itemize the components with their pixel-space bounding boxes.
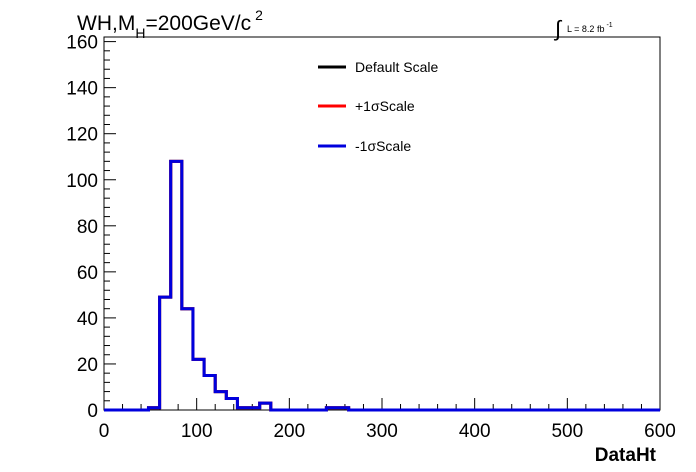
x-tick-label: 300 <box>366 421 398 442</box>
series-line-0 <box>104 159 660 412</box>
series-line-2 <box>104 159 660 412</box>
series-line-1 <box>104 159 660 412</box>
integral-sign: ∫ <box>553 16 563 41</box>
x-axis-title: DataHt <box>595 445 657 466</box>
title-subscript: H <box>135 25 145 41</box>
x-tick-label: 500 <box>551 421 583 442</box>
axes: 0 100 200 300 400 500 600 0 20 40 60 80 100 120 140 160 <box>66 33 676 442</box>
chart-title: WH,MH=200GeV/c 2 <box>77 7 263 41</box>
title-superscript: 2 <box>255 7 263 23</box>
luminosity-superscript: -1 <box>606 22 612 29</box>
x-tick-label: 100 <box>181 421 213 442</box>
series-layer <box>104 159 660 412</box>
x-tick-label: 0 <box>99 421 110 442</box>
luminosity-text: L = 8.2 fb -1 <box>567 22 613 34</box>
x-tick-label: 200 <box>273 421 305 442</box>
y-tick-label: 40 <box>77 309 98 330</box>
y-tick-label: 80 <box>77 217 98 238</box>
plot-frame <box>103 36 661 411</box>
title-main: WH,M <box>77 12 135 35</box>
legend-label-minus: -1σScale <box>355 138 411 154</box>
y-tick-label: 120 <box>66 125 98 146</box>
y-tick-label: 20 <box>77 355 98 376</box>
x-tick-label: 600 <box>644 421 676 442</box>
luminosity-label: ∫ L = 8.2 fb -1 <box>553 16 613 41</box>
y-tick-label: 100 <box>66 171 98 192</box>
legend-label-plus: +1σScale <box>355 98 415 114</box>
title-after: =200GeV/c <box>145 12 251 35</box>
y-tick-label: 140 <box>66 79 98 100</box>
luminosity-main: L = 8.2 fb <box>567 24 604 34</box>
legend-label-default: Default Scale <box>355 59 438 75</box>
x-tick-label: 400 <box>459 421 491 442</box>
y-tick-label: 60 <box>77 263 98 284</box>
y-tick-label: 160 <box>66 33 98 54</box>
legend: Default Scale +1σScale -1σScale <box>318 59 438 154</box>
y-tick-label: 0 <box>87 401 98 422</box>
